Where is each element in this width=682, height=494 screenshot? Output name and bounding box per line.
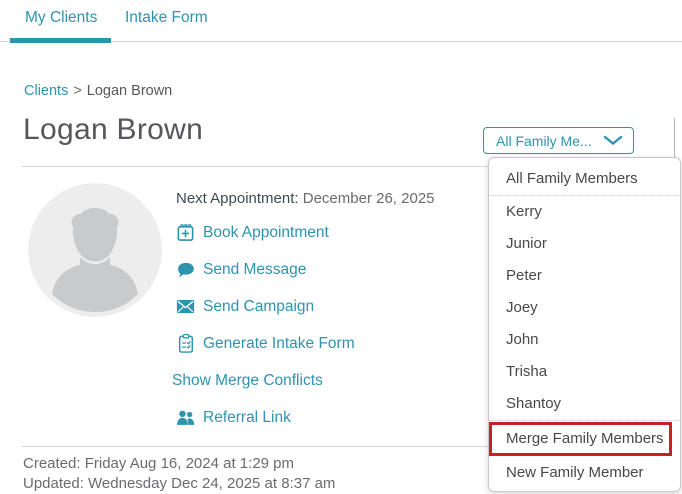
family-member-dropdown-label: All Family Me... — [496, 132, 592, 149]
action-label: Book Appointment — [203, 223, 329, 241]
generate-intake-form-link[interactable]: Generate Intake Form — [176, 325, 476, 362]
menu-divider — [489, 420, 680, 421]
clipboard-checklist-icon — [176, 333, 195, 355]
updated-timestamp: Updated: Wednesday Dec 24, 2025 at 8:37 … — [23, 475, 336, 492]
menu-divider — [489, 195, 680, 196]
book-appointment-link[interactable]: Book Appointment — [176, 214, 476, 251]
menu-item-kerry[interactable]: Kerry — [506, 203, 542, 220]
record-meta: Created: Friday Aug 16, 2024 at 1:29 pm … — [23, 454, 335, 494]
action-label: Referral Link — [203, 408, 291, 426]
menu-item-peter[interactable]: Peter — [506, 267, 542, 284]
menu-item-trisha[interactable]: Trisha — [506, 363, 548, 380]
breadcrumb-clients-link[interactable]: Clients — [24, 83, 69, 99]
menu-item-junior[interactable]: Junior — [506, 235, 547, 252]
page-title: Logan Brown — [23, 113, 204, 146]
breadcrumb-current: Logan Brown — [86, 83, 173, 99]
card-right-edge — [674, 118, 675, 158]
menu-item-joey[interactable]: Joey — [506, 299, 538, 316]
tab-my-clients[interactable]: My Clients — [25, 9, 98, 26]
next-appointment: Next Appointment: December 26, 2025 — [176, 190, 476, 210]
menu-item-merge-family-members[interactable]: Merge Family Members — [506, 430, 664, 447]
profile-actions-column: Next Appointment: December 26, 2025 Book… — [172, 190, 476, 436]
menu-item-new-family-member[interactable]: New Family Member — [506, 464, 644, 481]
next-appointment-value: December 26, 2025 — [302, 190, 435, 207]
chat-bubble-icon — [176, 259, 195, 281]
active-tab-indicator — [10, 38, 111, 43]
breadcrumb: Clients > Logan Brown — [24, 83, 172, 99]
merge-highlight-annotation: Merge Family Members — [489, 422, 672, 456]
footer-divider — [22, 446, 662, 447]
menu-item-all-family-members[interactable]: All Family Members — [506, 170, 638, 187]
send-campaign-link[interactable]: Send Campaign — [176, 288, 476, 325]
action-label: Generate Intake Form — [203, 334, 355, 352]
tab-intake-form[interactable]: Intake Form — [125, 9, 208, 26]
chevron-down-icon — [603, 135, 623, 146]
envelope-icon — [176, 296, 195, 318]
breadcrumb-separator: > — [73, 83, 82, 99]
menu-item-john[interactable]: John — [506, 331, 539, 348]
family-member-dropdown-menu: All Family Members Kerry Junior Peter Jo… — [488, 157, 681, 492]
send-message-link[interactable]: Send Message — [176, 251, 476, 288]
next-appointment-label: Next Appointment: — [176, 190, 299, 207]
action-label: Send Campaign — [203, 297, 315, 315]
header-divider — [22, 166, 662, 167]
referral-link[interactable]: Referral Link — [176, 399, 476, 436]
action-label: Send Message — [203, 260, 307, 278]
calendar-plus-icon — [176, 222, 195, 244]
people-icon — [176, 407, 195, 429]
created-timestamp: Created: Friday Aug 16, 2024 at 1:29 pm — [23, 455, 295, 472]
family-member-dropdown-button[interactable]: All Family Me... — [483, 127, 634, 154]
show-merge-conflicts-link[interactable]: Show Merge Conflicts — [172, 362, 476, 399]
action-label: Show Merge Conflicts — [172, 371, 323, 389]
menu-item-shantoy[interactable]: Shantoy — [506, 395, 562, 412]
tabbar-divider — [0, 41, 682, 42]
avatar — [28, 183, 162, 317]
